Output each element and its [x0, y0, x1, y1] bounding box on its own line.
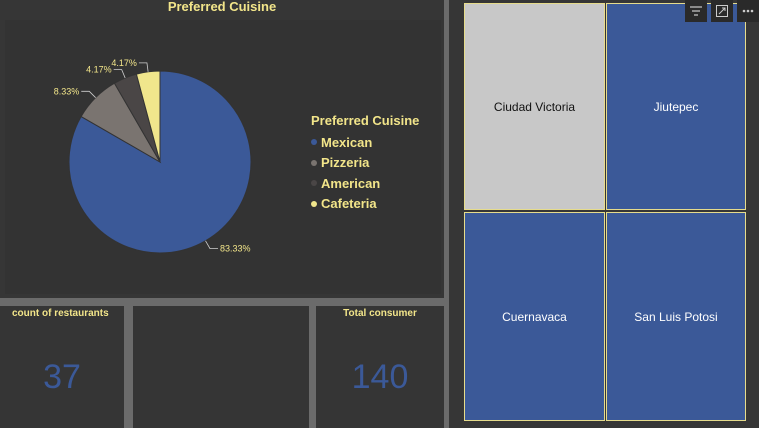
treemap-panel[interactable]: Ciudad Victoria Jiutepec Cuernavaca San …	[449, 0, 759, 428]
pie-data-label: 8.33%	[54, 86, 80, 96]
treemap-tile-ciudad-victoria[interactable]: Ciudad Victoria	[464, 3, 605, 210]
legend-label: Cafeteria	[321, 196, 377, 212]
pie-data-label: 4.17%	[86, 65, 112, 75]
restaurants-card-label: count of restaurants	[12, 308, 109, 319]
legend-dot	[311, 159, 317, 166]
pie-data-label: 4.17%	[111, 58, 137, 68]
restaurants-card[interactable]: count of restaurants 37	[0, 306, 124, 428]
empty-card	[133, 306, 309, 428]
more-options-icon[interactable]	[737, 0, 759, 22]
pie-leader-line	[138, 62, 149, 72]
pie-data-label: 83.33%	[220, 244, 251, 254]
treemap-tile-cuernavaca[interactable]: Cuernavaca	[464, 212, 605, 421]
pie-chart[interactable]: 83.33% 8.33% 4.17%4.17%	[0, 0, 444, 298]
pie-leader-line	[205, 240, 219, 249]
filter-icon[interactable]	[685, 0, 707, 22]
legend-item-mexican[interactable]: Mexican	[311, 132, 419, 153]
legend-label: American	[321, 175, 381, 191]
tile-label: San Luis Potosi	[634, 309, 718, 324]
legend-dot	[311, 180, 317, 187]
pie-leader-line	[113, 69, 126, 79]
legend-item-american[interactable]: American	[311, 173, 419, 194]
pie-legend: Preferred Cuisine Mexican Pizzeria Ameri…	[311, 113, 419, 214]
consumers-card[interactable]: Total consumer 140	[316, 306, 444, 428]
consumers-card-value: 140	[351, 358, 409, 396]
tile-label: Jiutepec	[653, 99, 699, 114]
treemap-tile-jiutepec[interactable]: Jiutepec	[606, 3, 746, 210]
legend-label: Pizzeria	[321, 155, 370, 171]
legend-dot	[311, 200, 317, 207]
tile-label: Cuernavaca	[502, 309, 567, 324]
pie-chart-title: Preferred Cuisine	[167, 0, 277, 14]
restaurants-card-value: 37	[43, 358, 81, 396]
visual-toolbar	[685, 0, 759, 22]
legend-item-cafeteria[interactable]: Cafeteria	[311, 194, 419, 215]
treemap-tile-san-luis-potosi[interactable]: San Luis Potosi	[606, 212, 746, 421]
legend-label: Mexican	[321, 134, 373, 150]
legend-title: Preferred Cuisine	[311, 113, 420, 128]
tile-label: Ciudad Victoria	[493, 99, 576, 114]
consumers-card-label: Total consumer	[343, 308, 417, 319]
pie-chart-panel[interactable]: Preferred Cuisine 83.33% 8.33% 4.17% 4.17% …	[0, 0, 444, 298]
pie-leader-line	[81, 90, 96, 98]
legend-item-pizzeria[interactable]: Pizzeria	[311, 153, 419, 174]
legend-dot	[311, 139, 317, 146]
focus-mode-icon[interactable]	[711, 0, 733, 22]
